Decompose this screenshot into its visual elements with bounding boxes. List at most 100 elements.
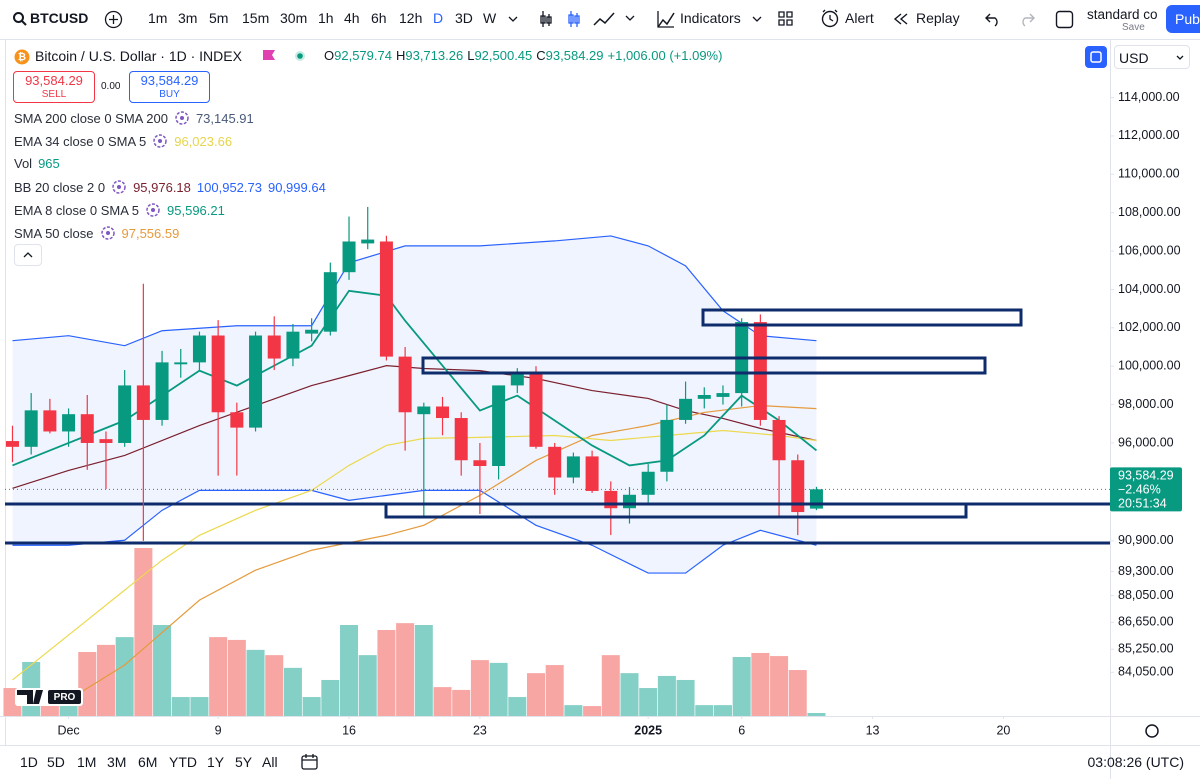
publish-button[interactable]: Pub [1166, 5, 1200, 33]
sell-button[interactable]: 93,584.29 SELL [13, 71, 95, 103]
volume-bar [96, 644, 115, 716]
replay-button[interactable]: Replay [916, 10, 960, 26]
range-button[interactable]: 6M [138, 754, 158, 770]
range-button[interactable]: All [262, 754, 278, 770]
layout-icon[interactable] [777, 10, 795, 28]
volume-bar [526, 673, 545, 716]
compare-icon[interactable] [104, 10, 123, 29]
x-tick-label: 20 [996, 723, 1010, 737]
candle-body [436, 406, 450, 419]
alert-icon[interactable] [820, 9, 840, 29]
indicator-row[interactable]: Vol 965 [14, 156, 60, 171]
alert-button[interactable]: Alert [845, 10, 874, 26]
dropdown-icon[interactable] [750, 14, 764, 24]
candle-body [99, 439, 113, 443]
candle-body [585, 456, 599, 491]
y-tick-label: 88,050.00 [1118, 588, 1174, 602]
ohlc-value: 92,579.74 [334, 48, 392, 63]
dropdown-icon[interactable] [506, 14, 520, 24]
band-fill [12, 235, 817, 574]
currency-select[interactable]: USD [1114, 45, 1190, 69]
interval-button[interactable]: 15m [242, 10, 270, 26]
candle-body [211, 335, 225, 413]
interval-button[interactable]: 4h [344, 10, 360, 26]
range-button[interactable]: 5Y [235, 754, 253, 770]
indicator-row[interactable]: SMA 200 close 0 SMA 200 73,145.91 [14, 110, 254, 126]
interval-button[interactable]: W [483, 10, 497, 26]
indicator-row[interactable]: SMA 50 close 97,556.59 [14, 225, 179, 241]
buy-button[interactable]: 93,584.29 BUY [129, 71, 210, 103]
settings-icon[interactable] [1145, 724, 1159, 738]
redo-icon[interactable] [1018, 11, 1036, 27]
collapse-legend[interactable] [14, 244, 42, 266]
volume-bar [321, 679, 340, 716]
volume-bar [732, 656, 751, 716]
range-button[interactable]: 1Y [207, 754, 225, 770]
volume-bar [807, 713, 826, 716]
range-button[interactable]: 1D [20, 754, 38, 770]
symbol-title[interactable]: Bitcoin / U.S. Dollar · 1D · INDEX [35, 48, 242, 64]
replay-icon[interactable] [893, 11, 909, 27]
volume-bar [639, 688, 658, 716]
volume-bar [788, 670, 807, 716]
y-tick-label: 104,000.00 [1118, 282, 1181, 296]
indicator-row[interactable]: EMA 34 close 0 SMA 5 96,023.66 [14, 133, 232, 149]
interval-button[interactable]: 12h [399, 10, 423, 26]
interval-button[interactable]: 6h [371, 10, 387, 26]
candle-body [473, 460, 487, 466]
drawn-rectangle[interactable] [384, 502, 968, 519]
indicator-name: SMA 200 close 0 SMA 200 [14, 110, 168, 126]
drawn-rectangle[interactable] [421, 356, 987, 375]
indicators-button[interactable]: Indicators [680, 10, 741, 26]
sell-label: SELL [41, 89, 67, 100]
candle-body [43, 410, 57, 432]
symbol[interactable]: BTCUSD [30, 10, 89, 26]
y-tick-label: 98,000.00 [1118, 397, 1174, 411]
flag-icon[interactable] [262, 49, 276, 65]
interval-button[interactable]: 1m [148, 10, 168, 26]
indicator-value: 96,023.66 [174, 133, 233, 149]
indicator-value: 97,556.59 [121, 225, 180, 241]
range-button[interactable]: 3M [107, 754, 127, 770]
ohlc-label: O [324, 48, 335, 63]
volume-bar [676, 679, 695, 716]
line-type-icon[interactable] [592, 10, 640, 28]
interval-button[interactable]: 3m [178, 10, 198, 26]
layout-checkbox[interactable] [1055, 10, 1075, 30]
layout-name[interactable]: standard co [1087, 7, 1157, 22]
interval-button[interactable]: 3D [455, 10, 473, 26]
volume-bar [340, 625, 359, 716]
range-button[interactable]: 1M [77, 754, 97, 770]
undo-icon[interactable] [984, 11, 1002, 27]
y-tick-label: 112,000.00 [1118, 128, 1180, 142]
indicator-name: BB 20 close 2 0 [14, 179, 106, 195]
candle-body [62, 414, 76, 432]
drawn-rectangle[interactable] [701, 308, 1023, 327]
scale-button[interactable] [1085, 46, 1107, 68]
interval-button[interactable]: 30m [280, 10, 308, 26]
indicator-name: Vol [14, 156, 33, 171]
volume-bar [209, 637, 228, 716]
x-tick-label: 6 [738, 723, 745, 737]
candle-body [697, 395, 711, 399]
volume-bar [583, 706, 602, 716]
range-button[interactable]: YTD [169, 754, 197, 770]
interval-button[interactable]: 1h [318, 10, 334, 26]
volume-bar [601, 655, 620, 716]
indicator-row[interactable]: BB 20 close 2 0 95,976.18 100,952.73 90,999… [14, 179, 326, 195]
interval-button[interactable]: 5m [209, 10, 229, 26]
range-button[interactable]: 5D [47, 754, 65, 770]
candle-body [24, 410, 38, 447]
y-tick-label: 106,000.00 [1118, 243, 1181, 257]
indicator-row[interactable]: EMA 8 close 0 SMA 5 95,596.21 [14, 202, 225, 218]
date-range-icon[interactable] [300, 752, 320, 772]
indicator-value: 100,952.73 [196, 179, 262, 195]
candle-body [529, 371, 543, 447]
volume-bar [751, 652, 770, 716]
indicators-icon[interactable] [656, 9, 676, 29]
search-icon[interactable] [12, 11, 28, 27]
interval-button[interactable]: D [433, 10, 444, 26]
indicator-settings-icon [153, 134, 167, 148]
volume-bar [227, 639, 246, 716]
chart-type-icons[interactable] [538, 9, 598, 29]
